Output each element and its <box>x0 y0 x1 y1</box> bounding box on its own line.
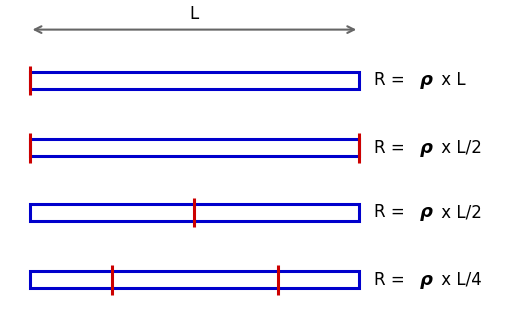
Text: R =: R = <box>374 71 411 89</box>
Bar <box>30 204 359 221</box>
Text: R =: R = <box>374 203 411 221</box>
Text: R =: R = <box>374 139 411 157</box>
Bar <box>30 72 359 89</box>
Text: x L/4: x L/4 <box>436 271 482 289</box>
Bar <box>30 139 359 156</box>
Text: L: L <box>190 5 199 23</box>
Text: x L/2: x L/2 <box>436 139 482 157</box>
Text: ρ: ρ <box>420 71 433 89</box>
Text: x L: x L <box>436 71 466 89</box>
Text: x L/2: x L/2 <box>436 203 482 221</box>
Text: ρ: ρ <box>420 203 433 221</box>
Text: ρ: ρ <box>420 271 433 289</box>
Text: R =: R = <box>374 271 411 289</box>
Bar <box>30 271 359 288</box>
Text: ρ: ρ <box>420 139 433 157</box>
